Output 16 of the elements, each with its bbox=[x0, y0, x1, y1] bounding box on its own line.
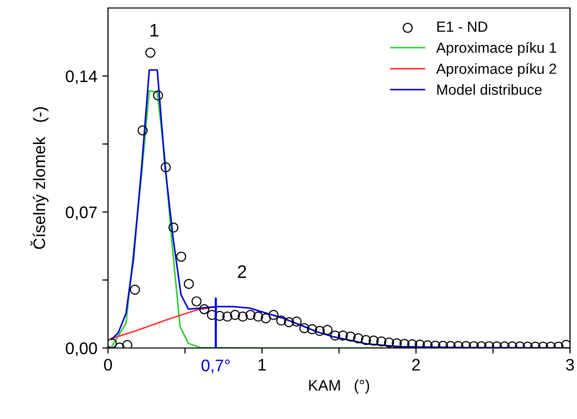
x-tick-label: 2 bbox=[412, 358, 420, 370]
legend-label: Model distribuce bbox=[437, 84, 542, 95]
x-axis-title: KAM (°) bbox=[309, 380, 370, 394]
x-tick-label: 1 bbox=[258, 359, 266, 370]
legend-label: Aproximace píku 1 bbox=[436, 42, 556, 56]
legend-label: E1 - ND bbox=[437, 22, 488, 32]
x-tick-label: 0 bbox=[104, 358, 112, 371]
ref-line-label: 0,7° bbox=[202, 360, 230, 374]
annotation: 2 bbox=[238, 265, 246, 278]
y-tick-label: 0,00 bbox=[66, 342, 97, 356]
y-tick-label: 0,14 bbox=[66, 70, 98, 84]
legend-label: Aproximace píku 2 bbox=[436, 63, 556, 77]
annotation: 1 bbox=[150, 24, 158, 36]
y-axis-title: Číselný zlomek (-) bbox=[30, 107, 48, 249]
y-tick-label: 0,07 bbox=[66, 206, 97, 220]
x-tick-label: 3 bbox=[566, 358, 574, 371]
